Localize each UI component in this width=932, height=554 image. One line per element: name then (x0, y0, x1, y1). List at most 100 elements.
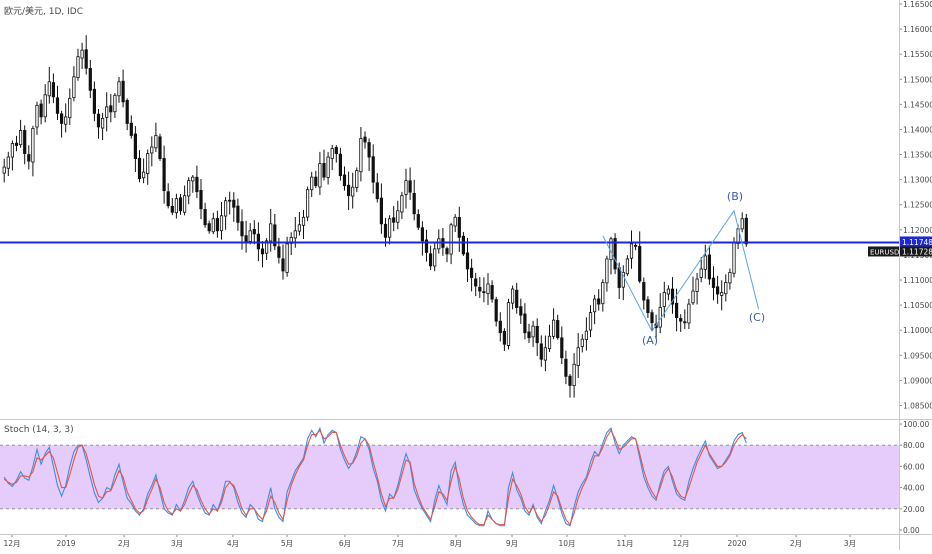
candle-body (68, 97, 72, 119)
candle-body (408, 180, 412, 193)
candle-body (535, 325, 539, 344)
candle-body (621, 272, 625, 288)
candle-body (199, 189, 203, 210)
candle-body (174, 198, 178, 214)
candle-body (498, 320, 502, 334)
candle-body (318, 163, 322, 188)
chart-title: 欧元/美元, 1D, IDC (4, 7, 84, 17)
candle-body (375, 182, 379, 200)
candle-body (732, 241, 736, 274)
candle-body (260, 248, 265, 255)
candle-body (60, 113, 64, 124)
candle-body (506, 302, 511, 346)
candle-body (55, 97, 60, 114)
time-tick-label: 3月 (171, 539, 183, 548)
candle-body (433, 248, 437, 267)
price-tick-label: 1.10500 (903, 301, 932, 310)
candle-body (556, 320, 560, 339)
price-tick-label: 1.10000 (903, 326, 932, 335)
candle-body (593, 298, 597, 313)
candle-body (182, 195, 187, 213)
time-tick-label: 2019 (56, 539, 75, 548)
candle-body (474, 278, 478, 287)
candle-body (695, 278, 699, 292)
stoch-k-line (3, 426, 747, 527)
candle-body (6, 156, 10, 169)
stoch-tick-label: 0.00 (903, 526, 920, 535)
candle-body (461, 235, 466, 255)
candle-body (2, 166, 6, 174)
time-tick-label: 6月 (339, 539, 351, 548)
candle-body (383, 223, 388, 238)
candle-body (293, 230, 297, 239)
candle-body (740, 218, 744, 230)
candle-body (711, 277, 716, 288)
candle-body (96, 113, 101, 128)
time-tick-label: 8月 (450, 539, 462, 548)
candle-body (191, 176, 195, 182)
candle-body (420, 227, 425, 242)
candle-body (445, 248, 449, 255)
candle-body (412, 193, 416, 215)
candle-body (14, 142, 19, 146)
time-tick-label: 5月 (281, 539, 293, 548)
price-tick-label: 1.15500 (903, 50, 932, 59)
candle-body (141, 171, 146, 179)
candle-body (720, 292, 724, 296)
candle-body (580, 338, 584, 347)
candle-body (691, 290, 695, 304)
stoch-label: Stoch (14, 3, 3) (4, 425, 74, 435)
stoch-band (0, 445, 899, 509)
candle-body (166, 191, 170, 207)
candlestick-series (2, 35, 748, 398)
time-tick-label: 12月 (3, 539, 20, 548)
candle-body (207, 223, 211, 232)
candle-body (236, 205, 240, 223)
price-tick-label: 1.12000 (903, 226, 932, 235)
candle-body (150, 146, 154, 154)
candle-body (613, 238, 617, 270)
price-tick-label: 1.14500 (903, 100, 932, 109)
wave-label: (B) (727, 190, 743, 203)
candle-body (129, 122, 133, 136)
candle-body (396, 210, 400, 223)
candle-body (305, 189, 310, 218)
candle-body (547, 335, 552, 350)
candle-body (109, 105, 113, 113)
stoch-tick-label: 60.00 (903, 462, 925, 471)
candle-body (47, 81, 51, 97)
candle-body (687, 303, 691, 324)
candle-body (301, 216, 306, 226)
candle-body (338, 153, 343, 177)
price-axis[interactable]: 1.16500 1.16000 1.15500 1.15000 1.14500 1.140… (868, 0, 932, 410)
candle-body (490, 285, 494, 300)
candle-body (552, 319, 556, 337)
level-price-label: 1.11748 (902, 238, 932, 247)
candle-body (486, 283, 490, 295)
candle-body (23, 130, 27, 154)
candle-body (728, 272, 732, 284)
candle-body (543, 347, 548, 361)
candle-body (105, 106, 109, 118)
candle-body (469, 267, 474, 278)
candle-body (326, 156, 330, 178)
candle-body (666, 288, 671, 295)
candle-body (297, 224, 302, 232)
candle-body (178, 197, 183, 212)
price-tick-label: 1.08500 (903, 401, 932, 410)
candle-body (367, 142, 371, 158)
candle-body (404, 180, 408, 195)
candle-body (273, 224, 277, 247)
time-tick-label: 2月 (118, 539, 130, 548)
candle-body (699, 268, 703, 278)
candle-body (228, 199, 232, 202)
price-tick-label: 1.13000 (903, 176, 932, 185)
stoch-tick-label: 20.00 (903, 505, 925, 514)
candle-body (707, 254, 712, 280)
candle-body (248, 230, 252, 242)
candle-body (92, 88, 96, 114)
candle-body (346, 184, 351, 197)
candle-body (27, 154, 31, 162)
candle-body (392, 217, 396, 223)
candle-body (232, 199, 236, 208)
